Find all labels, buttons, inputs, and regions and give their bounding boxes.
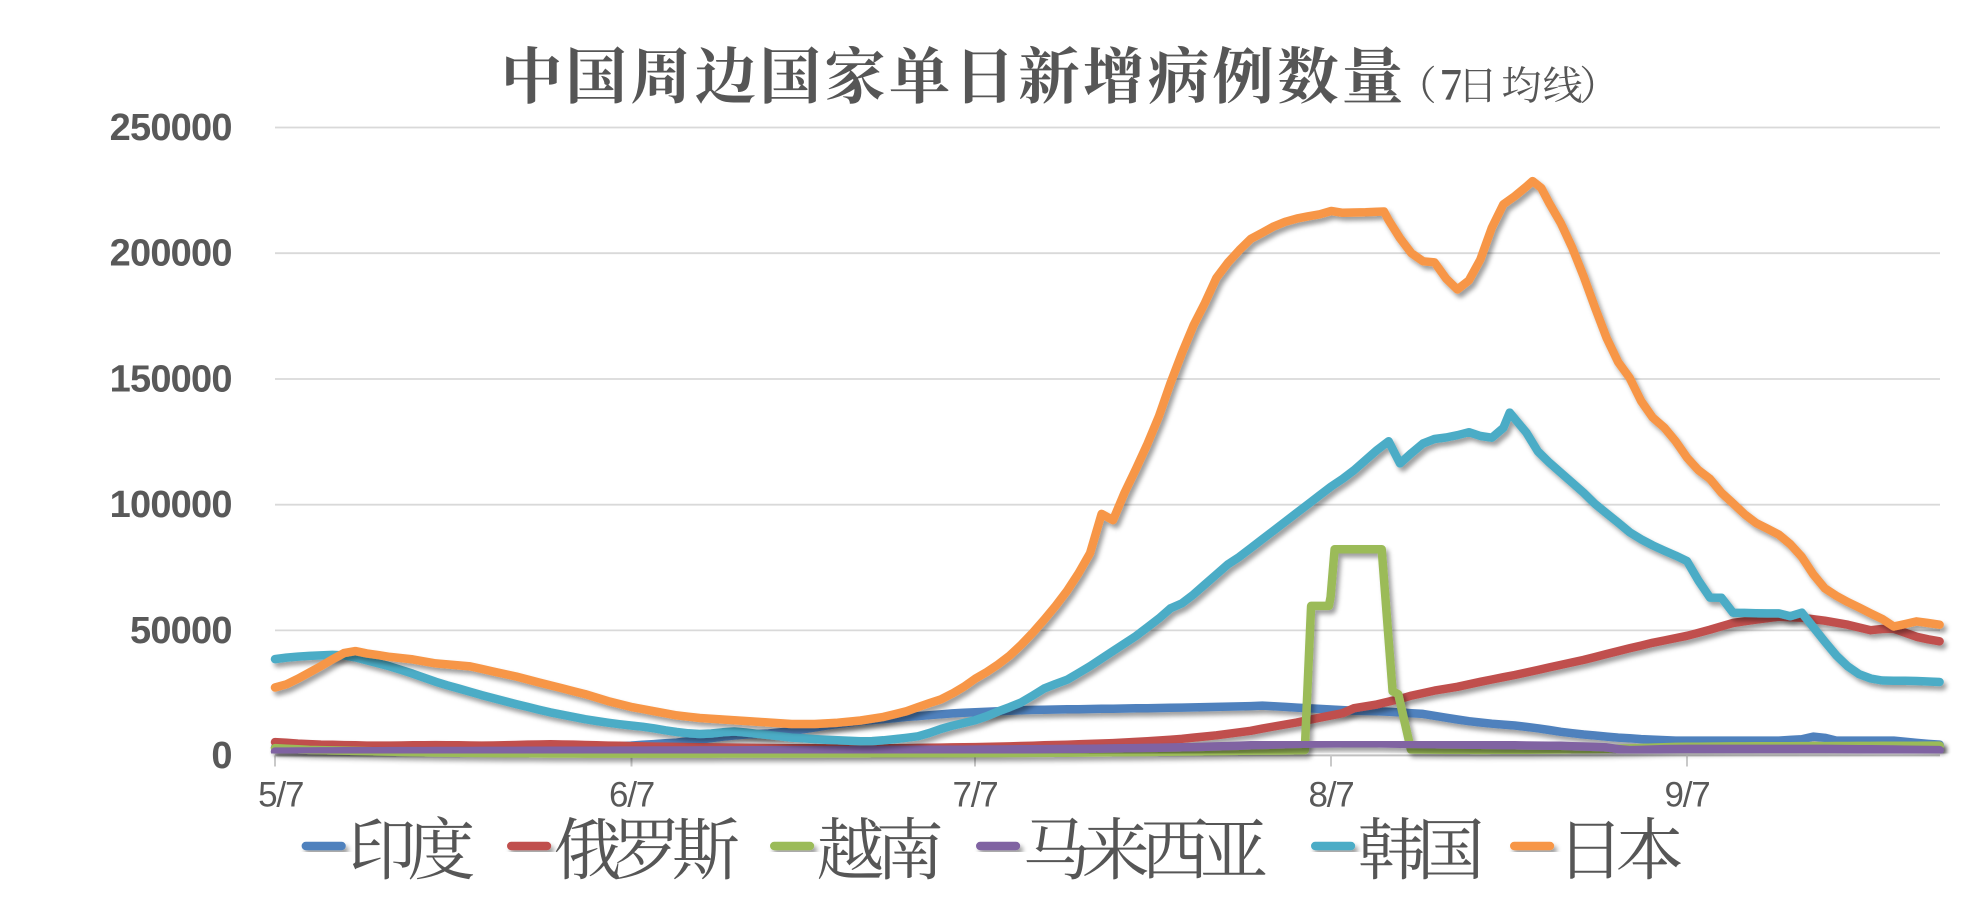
svg-text:5/7: 5/7 bbox=[258, 776, 303, 815]
svg-text:200000: 200000 bbox=[110, 233, 232, 275]
svg-text:150000: 150000 bbox=[110, 359, 232, 401]
svg-text:7/7: 7/7 bbox=[952, 776, 997, 815]
svg-text:6/7: 6/7 bbox=[609, 776, 654, 815]
svg-text:8/7: 8/7 bbox=[1308, 776, 1353, 815]
svg-text:250000: 250000 bbox=[110, 107, 232, 149]
svg-text:0: 0 bbox=[211, 735, 231, 777]
svg-text:50000: 50000 bbox=[130, 610, 232, 652]
svg-text:9/7: 9/7 bbox=[1664, 776, 1709, 815]
svg-text:100000: 100000 bbox=[110, 484, 232, 526]
